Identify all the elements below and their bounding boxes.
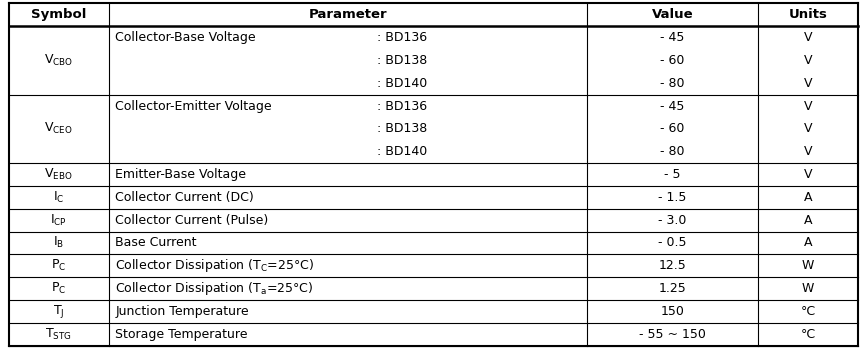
Text: P$_\mathrm{C}$: P$_\mathrm{C}$ [51,258,66,273]
Text: Emitter-Base Voltage: Emitter-Base Voltage [115,168,246,181]
Text: - 60: - 60 [661,54,685,67]
Text: 150: 150 [661,305,684,318]
Text: A: A [804,191,812,204]
Text: : BD140: : BD140 [376,77,427,90]
Text: Collector Dissipation (T$_\mathrm{C}$=25°C): Collector Dissipation (T$_\mathrm{C}$=25… [115,257,314,274]
Text: A: A [804,214,812,227]
Text: V: V [804,31,812,44]
Text: - 60: - 60 [661,122,685,135]
Text: W: W [802,259,814,272]
Text: : BD138: : BD138 [376,122,427,135]
Text: Collector Current (Pulse): Collector Current (Pulse) [115,214,269,227]
Text: Collector Current (DC): Collector Current (DC) [115,191,254,204]
Text: P$_\mathrm{C}$: P$_\mathrm{C}$ [51,281,66,296]
Text: 12.5: 12.5 [659,259,687,272]
Text: Value: Value [652,8,694,21]
Text: V: V [804,168,812,181]
Text: : BD136: : BD136 [376,99,427,113]
Text: Storage Temperature: Storage Temperature [115,328,248,341]
Text: Base Current: Base Current [115,236,197,250]
Text: - 45: - 45 [661,99,685,113]
Text: - 5: - 5 [664,168,681,181]
Text: Junction Temperature: Junction Temperature [115,305,249,318]
Text: - 45: - 45 [661,31,685,44]
Text: - 1.5: - 1.5 [658,191,687,204]
Text: V: V [804,145,812,158]
Text: V: V [804,99,812,113]
Text: °C: °C [800,328,816,341]
Text: : BD136: : BD136 [376,31,427,44]
Text: 1.25: 1.25 [659,282,687,295]
Text: Collector Dissipation (T$_\mathrm{a}$=25°C): Collector Dissipation (T$_\mathrm{a}$=25… [115,280,314,297]
Text: - 3.0: - 3.0 [658,214,687,227]
Text: V$_\mathrm{CBO}$: V$_\mathrm{CBO}$ [44,53,73,68]
Text: I$_\mathrm{B}$: I$_\mathrm{B}$ [53,235,64,251]
Text: V: V [804,77,812,90]
Text: Symbol: Symbol [31,8,87,21]
Text: Collector-Base Voltage: Collector-Base Voltage [115,31,256,44]
Text: V$_\mathrm{EBO}$: V$_\mathrm{EBO}$ [44,167,73,182]
Text: I$_\mathrm{C}$: I$_\mathrm{C}$ [53,190,64,205]
Text: T$_\mathrm{J}$: T$_\mathrm{J}$ [53,303,64,320]
Text: V: V [804,54,812,67]
Text: V: V [804,122,812,135]
Text: W: W [802,282,814,295]
Text: - 80: - 80 [660,77,685,90]
Text: - 55 ~ 150: - 55 ~ 150 [639,328,706,341]
Text: - 0.5: - 0.5 [658,236,687,250]
Text: I$_\mathrm{CP}$: I$_\mathrm{CP}$ [50,213,67,228]
Text: Collector-Emitter Voltage: Collector-Emitter Voltage [115,99,272,113]
Text: : BD138: : BD138 [376,54,427,67]
Text: °C: °C [800,305,816,318]
Text: Parameter: Parameter [309,8,388,21]
Text: - 80: - 80 [660,145,685,158]
Text: Units: Units [789,8,827,21]
Text: A: A [804,236,812,250]
Text: : BD140: : BD140 [376,145,427,158]
Text: V$_\mathrm{CEO}$: V$_\mathrm{CEO}$ [44,121,73,136]
Text: T$_\mathrm{STG}$: T$_\mathrm{STG}$ [45,327,72,342]
